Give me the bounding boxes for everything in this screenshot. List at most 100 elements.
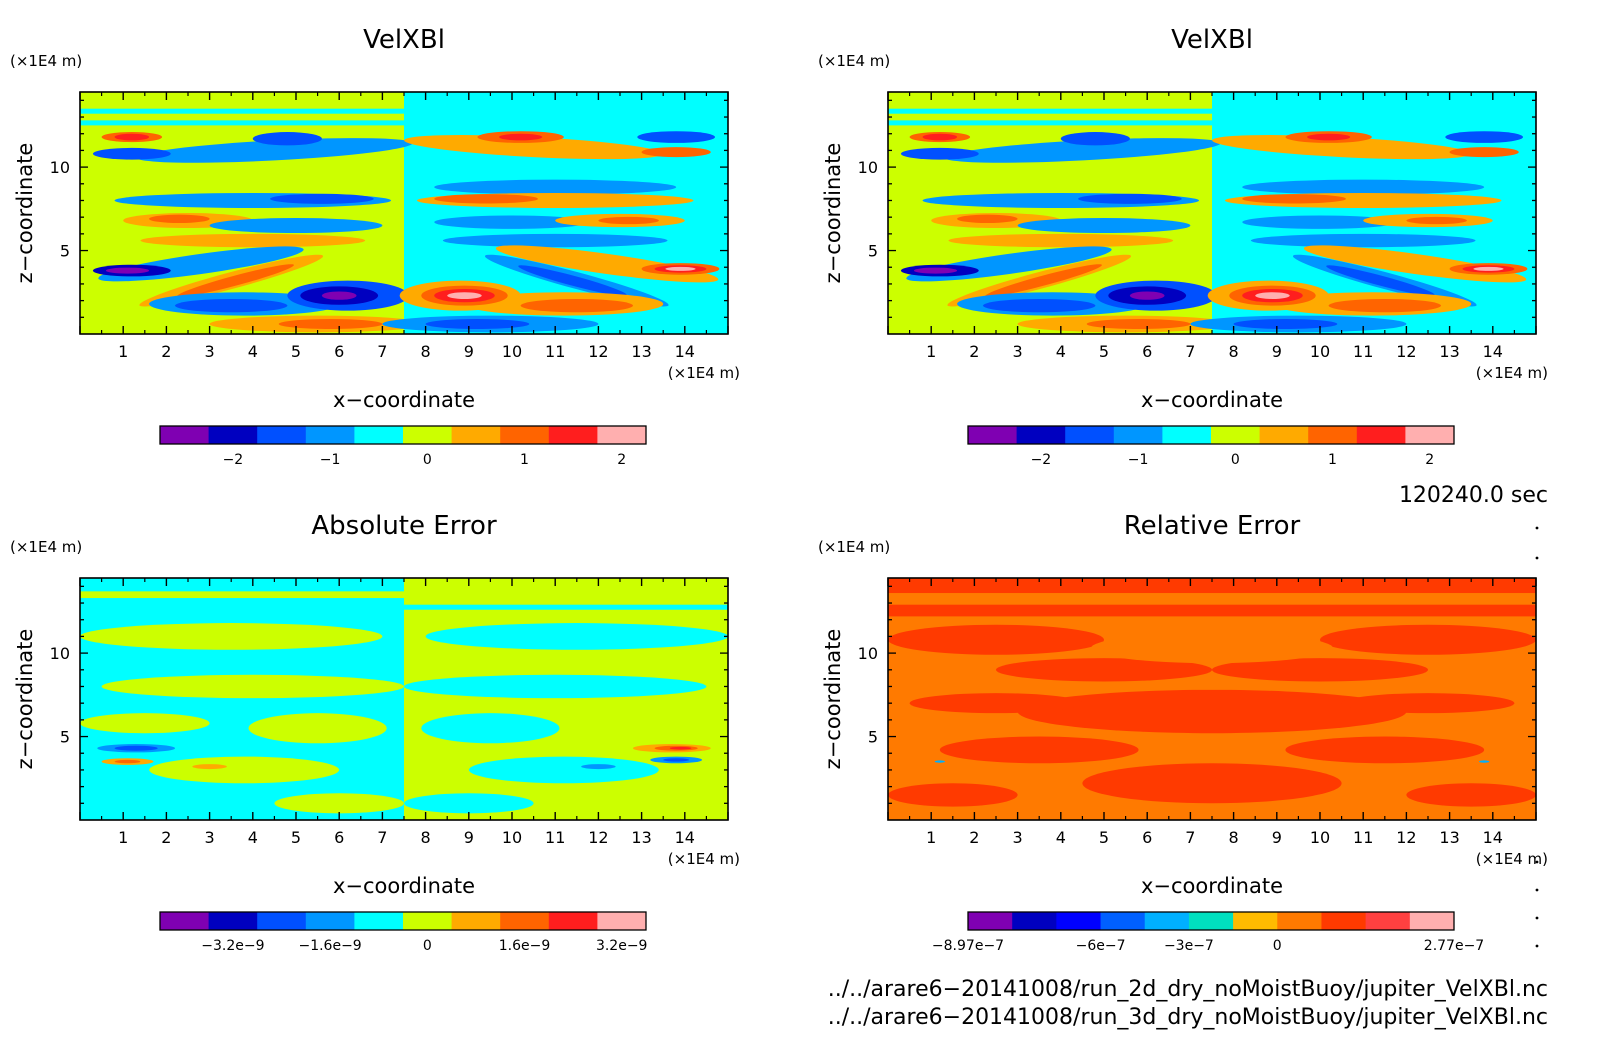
colorbar-tick-label: 0 <box>423 938 432 954</box>
contour-region <box>499 133 543 141</box>
contour-region <box>948 233 1174 248</box>
contour-region <box>1478 760 1490 763</box>
x-tick-label: 8 <box>421 342 431 361</box>
panel-1: VelXBl(×1E4 m)1 2 3 4 5 6 7 8 9 10 11 12 13 14510(×1E… <box>10 25 740 468</box>
x-tick-label: 12 <box>588 342 608 361</box>
contour-band <box>80 578 404 820</box>
contour-region <box>922 133 958 141</box>
colorbar-swatch <box>1259 426 1309 444</box>
margin-dot <box>1535 526 1539 530</box>
colorbar-swatch <box>1308 426 1358 444</box>
colorbar-swatch <box>403 912 453 930</box>
colorbar-frame <box>967 425 1455 445</box>
x-tick-label: 8 <box>421 828 431 847</box>
colorbar-swatch <box>1065 426 1115 444</box>
colorbar-swatch <box>305 912 355 930</box>
x-tick-label: 9 <box>1272 342 1282 361</box>
contour-region <box>957 214 1018 224</box>
x-tick-label: 1 <box>926 342 936 361</box>
contour-region <box>136 138 413 163</box>
contour-region <box>421 713 560 744</box>
z-tick-label: 5 <box>60 728 70 747</box>
colorbar-swatch <box>597 912 647 930</box>
x-tick-label: 6 <box>1142 342 1152 361</box>
contour-band <box>80 108 728 114</box>
contour-region <box>270 193 374 204</box>
colorbar-tick-label: −1.6e−9 <box>298 938 361 954</box>
contour-region <box>434 215 590 229</box>
z-tick-label: 10 <box>858 158 878 177</box>
colorbar-swatch <box>257 426 307 444</box>
x-tick-label: 1 <box>926 828 936 847</box>
panel-2: VelXBl(×1E4 m)1 2 3 4 5 6 7 8 9 10 11 12 13 14510(×1E… <box>818 25 1548 468</box>
contour-region <box>149 214 210 224</box>
colorbar-swatch <box>403 426 453 444</box>
contour-region <box>114 133 150 141</box>
colorbar-frame <box>159 911 647 931</box>
contour-region <box>177 264 294 297</box>
contour-region <box>1242 215 1398 229</box>
contour-region <box>900 147 979 160</box>
colorbar-swatch <box>548 912 598 930</box>
colorbar-swatch <box>1409 912 1455 930</box>
contour-region <box>1060 132 1130 146</box>
colorbar: −8.97e−7 −6e−7 −3e−7 0 2.77e−7 <box>932 911 1484 954</box>
x-tick-label: 6 <box>334 342 344 361</box>
x-tick-label: 2 <box>969 828 979 847</box>
margin-dot <box>1535 944 1539 948</box>
file-path-1: ../../arare6−20141008/run_2d_dry_noMoist… <box>828 977 1548 1002</box>
margin-dot <box>1535 556 1539 560</box>
panel-title: VelXBl <box>363 25 445 55</box>
x-tick-label: 2 <box>161 342 171 361</box>
x-tick-label: 11 <box>1353 342 1373 361</box>
contour-band <box>404 578 728 820</box>
colorbar-tick-label: 2.77e−7 <box>1424 938 1484 954</box>
contour-region <box>1212 134 1472 160</box>
colorbar-tick-label: −3e−7 <box>1164 938 1214 954</box>
colorbar-frame <box>967 911 1455 931</box>
x-tick-label: 7 <box>377 342 387 361</box>
colorbar-swatch <box>208 426 258 444</box>
colorbar-swatch <box>1233 912 1278 930</box>
colorbar-tick-label: 0 <box>423 452 432 468</box>
colorbar-swatch <box>257 912 307 930</box>
x-tick-label: 5 <box>291 342 301 361</box>
contour-region <box>80 713 210 734</box>
x-tick-label: 6 <box>334 828 344 847</box>
time-label: 120240.0 sec <box>1399 483 1548 508</box>
contour-region <box>641 147 711 158</box>
contour-region <box>434 179 677 195</box>
contour-region <box>1082 763 1342 804</box>
x-tick-label: 8 <box>1229 828 1239 847</box>
colorbar-swatch <box>1100 912 1146 930</box>
x-tick-label: 10 <box>1310 342 1330 361</box>
colorbar-swatch <box>1188 912 1234 930</box>
contour-band <box>80 604 728 610</box>
colorbar-swatch <box>1113 426 1163 444</box>
z-axis-label: z−coordinate <box>13 629 37 770</box>
x-tick-label: 3 <box>1013 342 1023 361</box>
contour-region <box>149 756 340 784</box>
contour-region <box>1406 783 1536 807</box>
panel-3: Absolute Error(×1E4 m)1 2 3 4 5 6 7 8 9 10 11 12 13 1… <box>10 511 740 954</box>
x-tick-label: 3 <box>205 342 215 361</box>
x-tick-label: 12 <box>1396 828 1416 847</box>
colorbar-swatch <box>1356 426 1406 444</box>
contour-region <box>404 674 707 699</box>
colorbar-swatch <box>451 426 501 444</box>
colorbar-tick-label: −1 <box>1128 452 1149 468</box>
contour-region <box>637 131 716 143</box>
colorbar-swatch <box>354 912 404 930</box>
x-tick-label: 5 <box>291 828 301 847</box>
colorbar-swatch <box>160 912 210 930</box>
margin-dot <box>1535 860 1539 864</box>
contour-region <box>581 764 616 770</box>
contour-band <box>80 591 728 599</box>
contour-region <box>114 759 141 764</box>
colorbar-swatch <box>1012 912 1057 930</box>
contour-region <box>985 264 1102 297</box>
x-tick-label: 1 <box>118 342 128 361</box>
margin-dot <box>1535 916 1539 920</box>
x-unit-label: (×1E4 m) <box>668 364 740 382</box>
